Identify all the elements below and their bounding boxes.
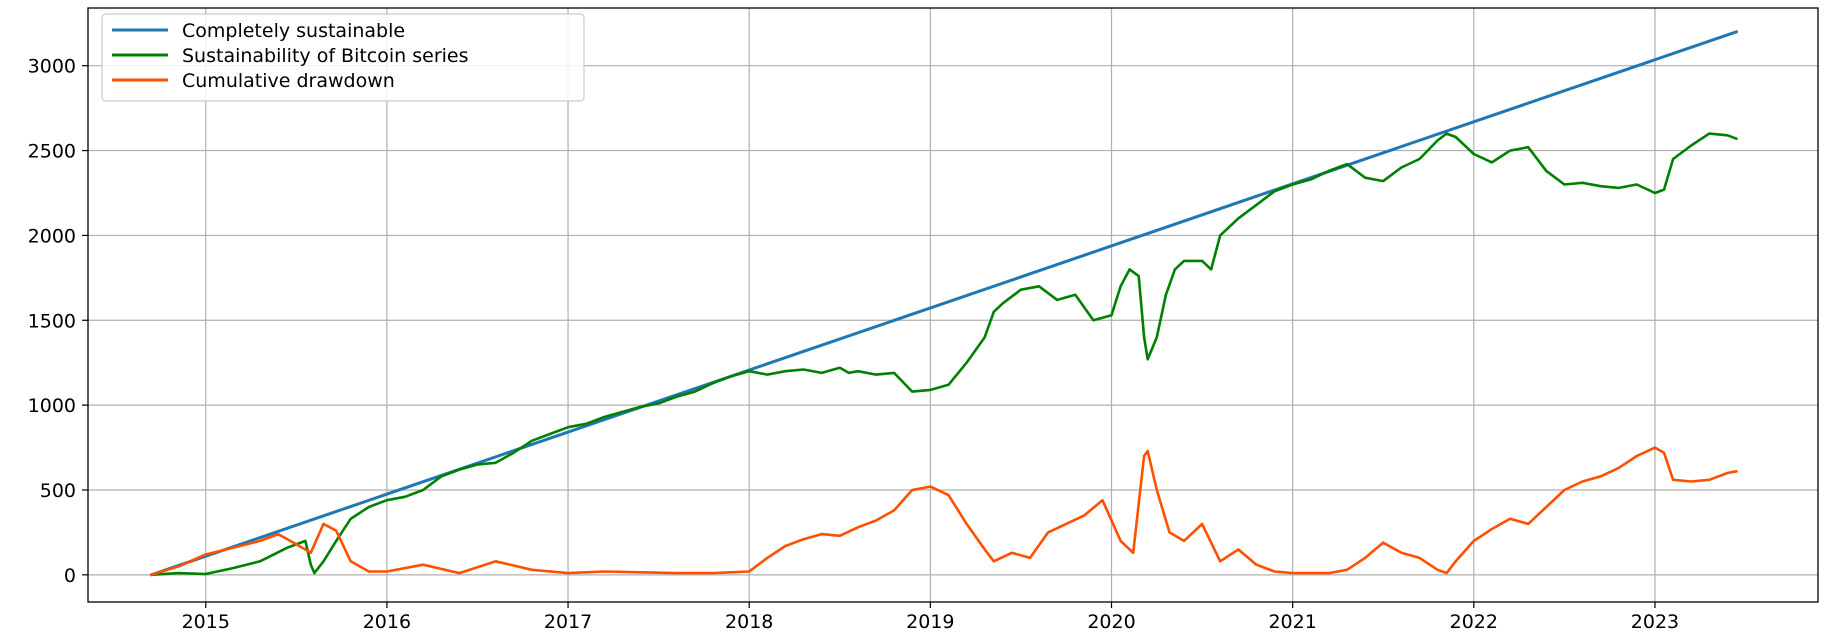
y-tick-label: 0: [64, 565, 76, 587]
y-tick-label: 2000: [28, 225, 76, 247]
y-tick-label: 500: [40, 480, 76, 502]
y-tick-label: 1000: [28, 395, 76, 417]
grid-lines: [88, 8, 1818, 602]
series-line-sustainability-series: [150, 132, 1738, 577]
y-tick-label: 2500: [28, 141, 76, 163]
series-line-completely-sustainable: [149, 30, 1738, 577]
axis-ticks: 2015 2016 2017 2018 2019 2020 2021 2022 2023 0 500…: [28, 56, 1680, 632]
x-tick-label: 2018: [725, 611, 773, 632]
x-tick-label: 2017: [544, 611, 592, 632]
legend-label: Completely sustainable: [182, 20, 405, 42]
x-tick-label: 2019: [906, 611, 954, 632]
legend-label: Sustainability of Bitcoin series: [182, 45, 469, 67]
x-tick-label: 2022: [1450, 611, 1498, 632]
y-tick-label: 3000: [28, 56, 76, 78]
x-tick-label: 2021: [1268, 611, 1316, 632]
plot-frame: [87, 7, 1819, 603]
x-tick-label: 2020: [1087, 611, 1135, 632]
x-tick-label: 2016: [363, 611, 411, 632]
x-tick-label: 2023: [1631, 611, 1679, 632]
legend: Completely sustainable Sustainability of …: [101, 13, 585, 102]
series-lines: [149, 30, 1738, 577]
x-tick-label: 2015: [182, 611, 230, 632]
legend-label: Cumulative drawdown: [182, 70, 395, 92]
legend-box: [101, 13, 585, 102]
series-line-cumulative-drawdown: [150, 446, 1738, 577]
y-tick-label: 1500: [28, 310, 76, 332]
